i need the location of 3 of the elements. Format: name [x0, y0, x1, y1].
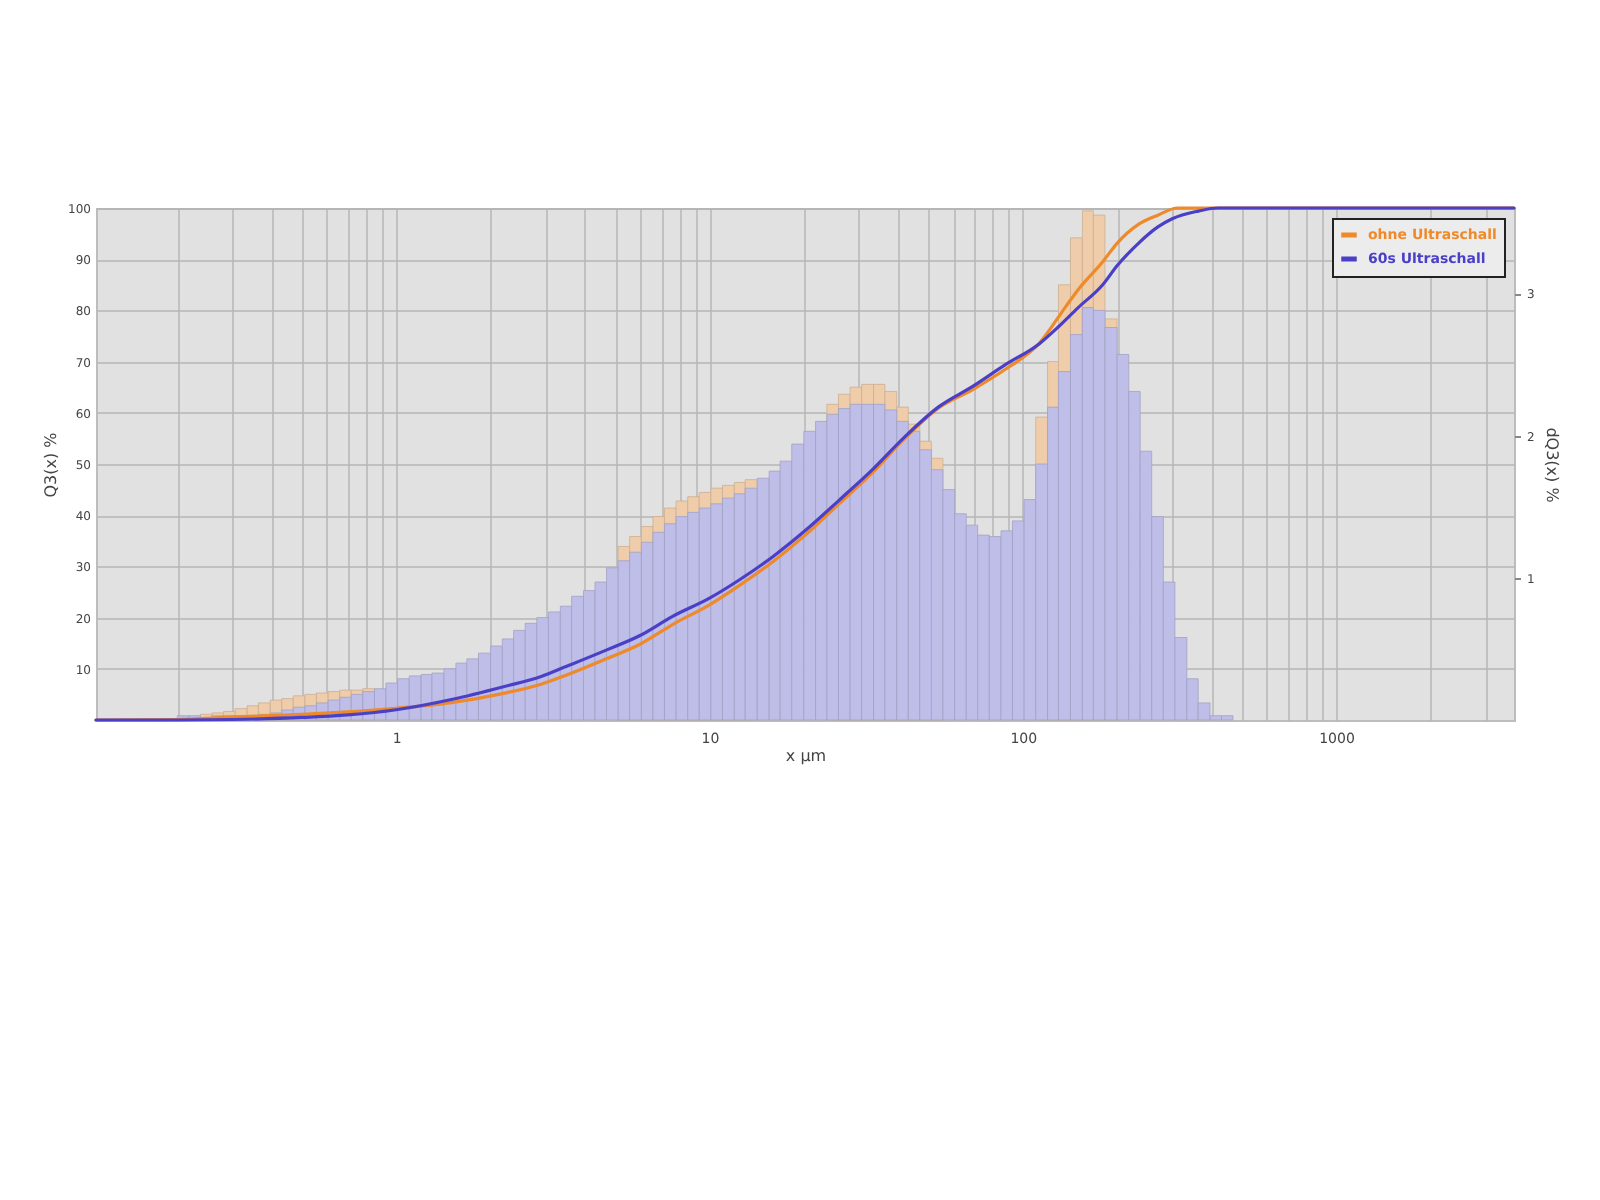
- y2-axis-title: dQ3(x) %: [1542, 427, 1561, 504]
- y-axis-title: Q3(x) %: [42, 431, 61, 498]
- x-axis-title: x µm: [785, 747, 827, 765]
